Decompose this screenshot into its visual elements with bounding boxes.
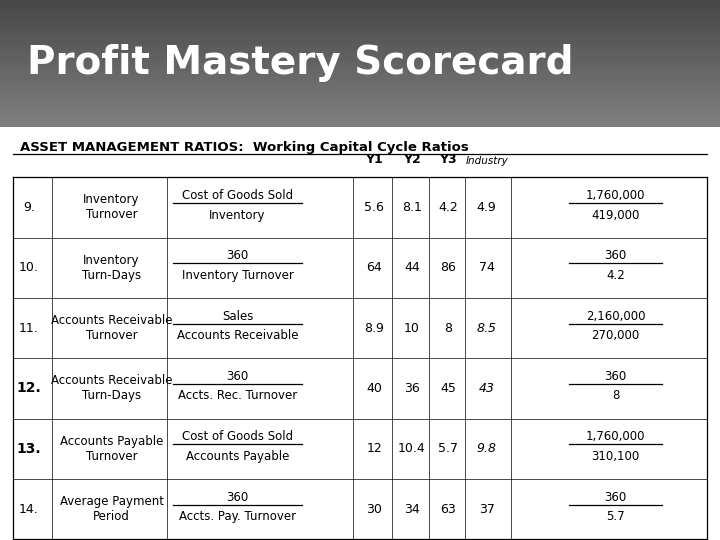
Text: 37: 37: [479, 503, 495, 516]
Text: Accounts Receivable
Turn-Days: Accounts Receivable Turn-Days: [51, 374, 172, 402]
Text: Cost of Goods Sold: Cost of Goods Sold: [182, 430, 293, 443]
Text: Inventory: Inventory: [210, 208, 266, 221]
Text: Cost of Goods Sold: Cost of Goods Sold: [182, 189, 293, 202]
Text: 44: 44: [404, 261, 420, 274]
Text: ASSET MANAGEMENT RATIOS:  Working Capital Cycle Ratios: ASSET MANAGEMENT RATIOS: Working Capital…: [20, 141, 469, 154]
Text: 5.7: 5.7: [606, 510, 625, 523]
Text: 4.2: 4.2: [606, 269, 625, 282]
Text: 360: 360: [605, 491, 626, 504]
Text: 419,000: 419,000: [591, 208, 640, 221]
Text: Sales: Sales: [222, 310, 253, 323]
Text: 4.2: 4.2: [438, 201, 458, 214]
Text: 10.4: 10.4: [398, 442, 426, 455]
Text: Accounts Receivable: Accounts Receivable: [177, 329, 298, 342]
Text: 63: 63: [440, 503, 456, 516]
Text: 74: 74: [479, 261, 495, 274]
Text: 64: 64: [366, 261, 382, 274]
Text: 5.7: 5.7: [438, 442, 458, 455]
Text: 1,760,000: 1,760,000: [586, 189, 645, 202]
Text: 270,000: 270,000: [591, 329, 640, 342]
Text: Accounts Payable
Turnover: Accounts Payable Turnover: [60, 435, 163, 463]
Text: Accts. Pay. Turnover: Accts. Pay. Turnover: [179, 510, 296, 523]
Text: 360: 360: [227, 491, 248, 504]
Text: 10: 10: [404, 322, 420, 335]
Text: Inventory
Turnover: Inventory Turnover: [84, 193, 140, 221]
Text: 9.: 9.: [23, 201, 35, 214]
Text: Industry: Industry: [465, 156, 508, 166]
Text: 9.8: 9.8: [477, 442, 497, 455]
Text: 8.9: 8.9: [364, 322, 384, 335]
Text: Accounts Receivable
Turnover: Accounts Receivable Turnover: [51, 314, 172, 342]
Text: 14.: 14.: [19, 503, 39, 516]
Text: 36: 36: [404, 382, 420, 395]
Text: 86: 86: [440, 261, 456, 274]
Text: 4.9: 4.9: [477, 201, 497, 214]
Text: 12: 12: [366, 442, 382, 455]
Text: 34: 34: [404, 503, 420, 516]
Text: 360: 360: [227, 370, 248, 383]
Text: 2,160,000: 2,160,000: [586, 310, 645, 323]
Text: 8: 8: [444, 322, 452, 335]
Text: 45: 45: [440, 382, 456, 395]
Text: 30: 30: [366, 503, 382, 516]
Text: 10.: 10.: [19, 261, 39, 274]
Text: 360: 360: [605, 249, 626, 262]
Text: Profit Mastery Scorecard: Profit Mastery Scorecard: [27, 44, 574, 83]
Text: 12.: 12.: [17, 381, 41, 395]
Text: 40: 40: [366, 382, 382, 395]
Text: Inventory
Turn-Days: Inventory Turn-Days: [82, 254, 141, 282]
Text: 8.1: 8.1: [402, 201, 422, 214]
Text: 8: 8: [612, 389, 619, 402]
Text: Accts. Rec. Turnover: Accts. Rec. Turnover: [178, 389, 297, 402]
Text: 360: 360: [605, 370, 626, 383]
Text: 360: 360: [227, 249, 248, 262]
Text: 43: 43: [479, 382, 495, 395]
Text: Inventory Turnover: Inventory Turnover: [181, 269, 294, 282]
Text: Y1: Y1: [366, 153, 383, 166]
Text: Y3: Y3: [439, 153, 456, 166]
Text: 11.: 11.: [19, 322, 39, 335]
Text: 13.: 13.: [17, 442, 41, 456]
Text: Y2: Y2: [403, 153, 420, 166]
Text: 1,760,000: 1,760,000: [586, 430, 645, 443]
Text: Average Payment
Period: Average Payment Period: [60, 495, 163, 523]
Text: 310,100: 310,100: [591, 450, 640, 463]
Text: 5.6: 5.6: [364, 201, 384, 214]
Text: 8.5: 8.5: [477, 322, 497, 335]
Text: Accounts Payable: Accounts Payable: [186, 450, 289, 463]
